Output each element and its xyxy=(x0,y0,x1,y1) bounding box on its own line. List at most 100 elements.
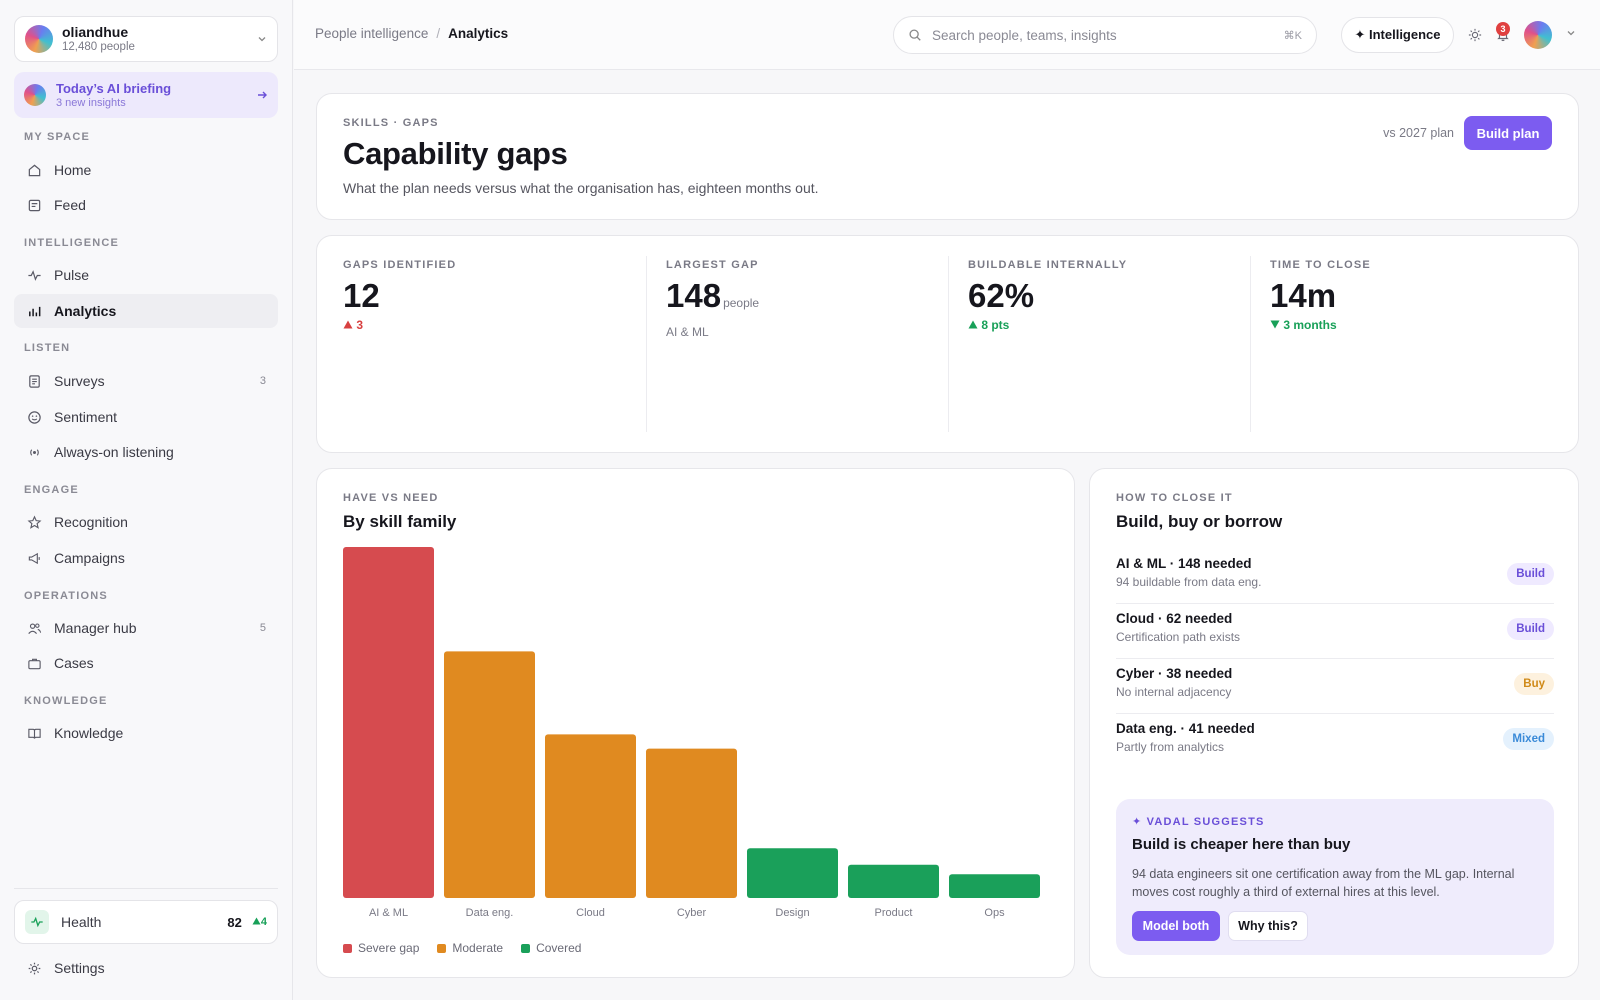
nav-section-engage: ENGAGE xyxy=(24,484,79,496)
stat-value: 12 xyxy=(343,276,623,316)
org-people-count: 12,480 people xyxy=(62,41,135,53)
surveys-count: 3 xyxy=(259,375,266,387)
nav-item-knowledge[interactable]: Knowledge xyxy=(14,716,278,750)
skill-family-chart-card: HAVE VS NEED By skill family AI & ML Data… xyxy=(316,468,1075,978)
stat-divider xyxy=(948,256,949,432)
nav-section-listen: LISTEN xyxy=(24,342,71,354)
why-this-button[interactable]: Why this? xyxy=(1228,911,1308,941)
comparison-label: vs 2027 plan xyxy=(1383,126,1454,140)
health-delta: 4 xyxy=(252,916,267,928)
health-pulse-icon xyxy=(25,910,49,934)
close-row-title: Cyber · 38 needed xyxy=(1116,666,1233,681)
nav-label: Manager hub xyxy=(54,620,137,636)
bar-ops[interactable] xyxy=(949,874,1040,898)
stat-label: BUILDABLE INTERNALLY xyxy=(968,259,1128,271)
chevron-down-icon[interactable] xyxy=(1566,28,1576,38)
stat-delta-value: 3 months xyxy=(1283,318,1337,332)
sidebar-divider xyxy=(14,888,278,889)
bar-cloud[interactable] xyxy=(545,734,636,898)
breadcrumb: People intelligence / Analytics xyxy=(315,26,508,41)
close-row-title: AI & ML · 148 needed xyxy=(1116,556,1252,571)
nav-item-analytics[interactable]: Analytics xyxy=(14,294,278,328)
surveys-icon xyxy=(26,373,42,389)
list-item[interactable]: AI & ML · 148 needed 94 buildable from d… xyxy=(1116,549,1554,604)
megaphone-icon xyxy=(26,550,42,566)
stat-buildable-internally: BUILDABLE INTERNALLY 62% 8 pts xyxy=(968,256,1238,432)
x-tick-label: Ops xyxy=(984,907,1005,919)
intelligence-button[interactable]: ✦ Intelligence xyxy=(1341,17,1454,53)
analytics-icon xyxy=(26,303,42,319)
bar-data-eng[interactable] xyxy=(444,651,535,898)
nav-item-feed[interactable]: Feed xyxy=(14,188,278,222)
org-switcher[interactable]: oliandhue 12,480 people xyxy=(14,16,278,62)
nav-item-always-on-listening[interactable]: Always-on listening xyxy=(14,435,278,469)
gear-icon xyxy=(26,960,42,976)
stat-delta-value: 8 pts xyxy=(981,318,1010,332)
nav-label: Campaigns xyxy=(54,550,125,566)
list-item[interactable]: Data eng. · 41 needed Partly from analyt… xyxy=(1116,714,1554,769)
legend-swatch xyxy=(343,943,352,953)
list-item[interactable]: Cloud · 62 needed Certification path exi… xyxy=(1116,604,1554,659)
suggestion-body: 94 data engineers sit one certification … xyxy=(1132,867,1515,899)
stat-divider xyxy=(646,256,647,432)
nav-item-sentiment[interactable]: Sentiment xyxy=(14,400,278,434)
ai-briefing-card[interactable]: Today’s AI briefing 3 new insights xyxy=(14,72,278,118)
stat-delta-value: 3 xyxy=(356,318,364,332)
stat-gaps-identified: GAPS IDENTIFIED 12 3 xyxy=(343,256,623,432)
star-icon xyxy=(26,514,42,530)
bar-design[interactable] xyxy=(747,848,838,898)
book-icon xyxy=(26,725,42,741)
bar-product[interactable] xyxy=(848,864,939,898)
stat-divider xyxy=(1250,256,1251,432)
nav-item-recognition[interactable]: Recognition xyxy=(14,505,278,539)
health-delta-value: 4 xyxy=(260,916,267,928)
broadcast-icon xyxy=(26,444,42,460)
page-eyebrow: SKILLS · GAPS xyxy=(343,117,439,129)
nav-label: Feed xyxy=(54,197,86,213)
x-tick-label: AI & ML xyxy=(369,907,408,919)
strategy-tag: Buy xyxy=(1514,673,1554,695)
nav-item-surveys[interactable]: Surveys 3 xyxy=(14,364,278,398)
nav-section-operations: OPERATIONS xyxy=(24,590,108,602)
bar-cyber[interactable] xyxy=(646,748,737,898)
breadcrumb-parent[interactable]: People intelligence xyxy=(315,26,429,41)
nav-item-cases[interactable]: Cases xyxy=(14,646,278,680)
manager-hub-count: 5 xyxy=(259,622,266,634)
smile-icon xyxy=(26,409,42,425)
health-label: Health xyxy=(61,914,102,930)
stat-label: TIME TO CLOSE xyxy=(1270,259,1371,271)
nav-item-manager-hub[interactable]: Manager hub 5 xyxy=(14,611,278,645)
triangle-up-icon xyxy=(968,320,978,329)
avatar[interactable] xyxy=(1524,21,1552,49)
nav-section-knowledge: KNOWLEDGE xyxy=(24,695,108,707)
chevron-down-icon xyxy=(258,37,266,42)
nav-item-campaigns[interactable]: Campaigns xyxy=(14,541,278,575)
nav-label: Surveys xyxy=(54,373,105,389)
legend-label: Moderate xyxy=(452,941,504,955)
stat-delta: 8 pts xyxy=(968,318,1238,332)
top-header: People intelligence / Analytics ⌘K ✦ Intel… xyxy=(294,0,1600,70)
nav-item-pulse[interactable]: Pulse xyxy=(14,258,278,292)
nav-label: Recognition xyxy=(54,514,128,530)
legend-item-moderate: Moderate xyxy=(437,941,503,955)
model-both-button[interactable]: Model both xyxy=(1132,911,1220,941)
sun-icon[interactable] xyxy=(1468,28,1482,42)
x-tick-label: Product xyxy=(875,907,913,919)
triangle-up-icon xyxy=(252,917,261,925)
nav-item-home[interactable]: Home xyxy=(14,153,278,187)
suggestion-eyebrow: ✦ VADAL SUGGESTS xyxy=(1132,816,1265,828)
strategy-tag: Mixed xyxy=(1503,728,1554,750)
ai-suggestion-panel: ✦ VADAL SUGGESTS Build is cheaper here t… xyxy=(1116,799,1554,955)
breadcrumb-separator: / xyxy=(436,26,441,41)
health-score: 82 xyxy=(227,914,242,930)
bar-ai-ml[interactable] xyxy=(343,547,434,898)
nav-label: Knowledge xyxy=(54,725,124,741)
build-plan-button[interactable]: Build plan xyxy=(1464,116,1552,150)
close-row-note: Partly from analytics xyxy=(1116,740,1225,754)
search-box[interactable]: ⌘K xyxy=(893,16,1317,54)
nav-item-settings[interactable]: Settings xyxy=(14,951,278,985)
stat-value-number: 62% xyxy=(968,277,1035,314)
health-widget[interactable]: Health 82 4 xyxy=(14,900,278,944)
list-item[interactable]: Cyber · 38 needed No internal adjacency … xyxy=(1116,659,1554,714)
search-input[interactable] xyxy=(932,27,1284,43)
